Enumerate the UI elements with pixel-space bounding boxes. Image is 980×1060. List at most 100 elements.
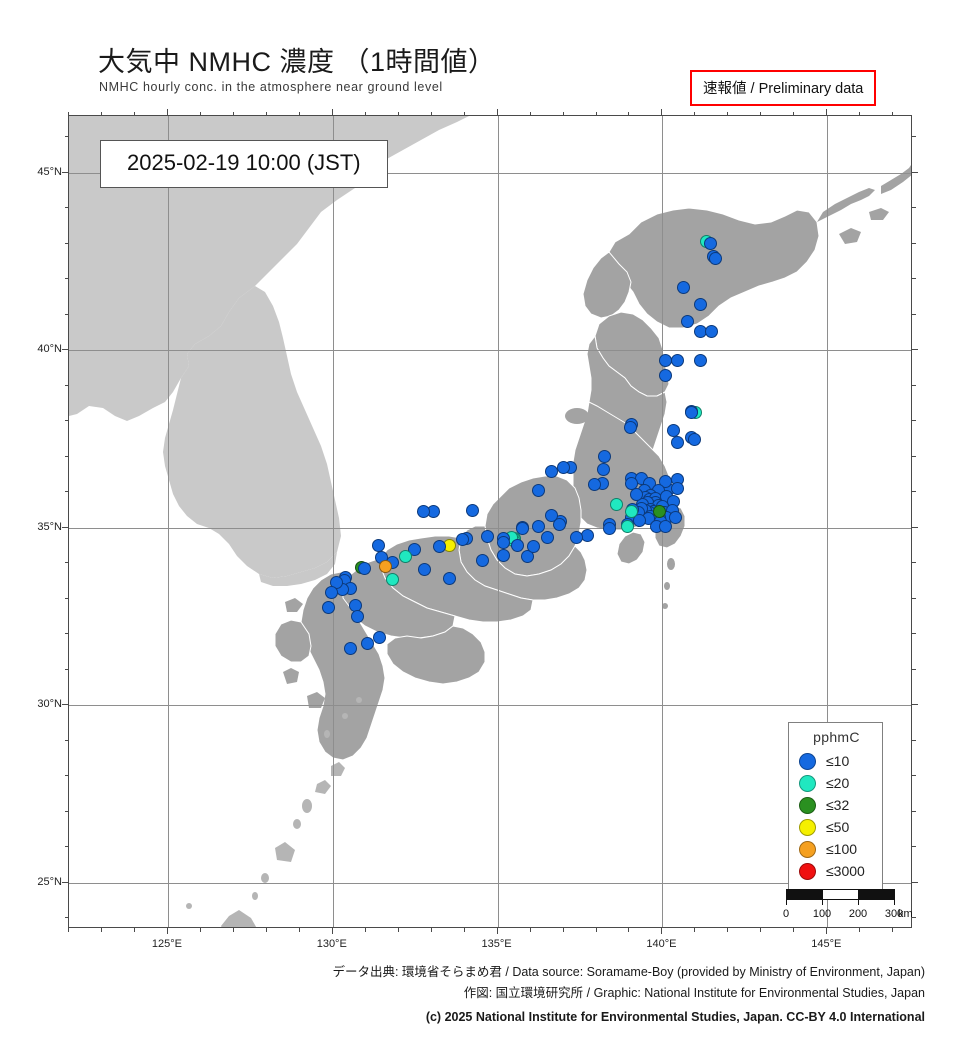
x-axis-label: 130°E [316, 938, 347, 950]
gridline-vertical [827, 116, 829, 927]
station-point[interactable] [515, 522, 529, 536]
y-tick-right [912, 633, 916, 635]
station-point[interactable] [540, 530, 554, 544]
station-point[interactable] [609, 498, 623, 512]
station-point[interactable] [532, 519, 546, 533]
station-point[interactable] [481, 530, 495, 544]
station-point[interactable] [709, 251, 723, 265]
station-point[interactable] [350, 610, 364, 624]
station-point[interactable] [497, 535, 511, 549]
station-point[interactable] [496, 548, 510, 562]
station-point[interactable] [344, 642, 358, 656]
station-point[interactable] [417, 562, 431, 576]
station-point[interactable] [659, 519, 673, 533]
station-point[interactable] [360, 636, 374, 650]
gridline-vertical [497, 116, 499, 927]
y-tick [64, 455, 68, 457]
scale-bar: 0 100 200 300 km [783, 889, 913, 922]
y-tick [64, 207, 68, 209]
y-tick [64, 242, 68, 244]
station-point[interactable] [476, 554, 490, 568]
y-tick [64, 597, 68, 599]
scale-label: 100 [812, 908, 832, 920]
station-point[interactable] [526, 539, 540, 553]
station-point[interactable] [372, 539, 386, 553]
station-point[interactable] [623, 421, 637, 435]
x-axis-label: 140°E [646, 938, 677, 950]
x-tick-top [496, 109, 498, 115]
station-point[interactable] [693, 297, 707, 311]
legend-item[interactable]: ≤50 [799, 816, 872, 838]
footer: データ出典: 環境省そらまめ君 / Data source: Soramame-… [0, 962, 925, 1028]
x-tick [661, 928, 663, 934]
legend-item[interactable]: ≤32 [799, 794, 872, 816]
map-plot-area[interactable] [68, 115, 912, 928]
station-point[interactable] [385, 572, 399, 586]
legend-color-swatch [799, 796, 816, 814]
x-tick-top [364, 111, 366, 115]
station-point[interactable] [357, 562, 371, 576]
station-point[interactable] [671, 436, 685, 450]
x-tick-top [859, 111, 861, 115]
y-tick [64, 810, 68, 812]
y-tick [62, 171, 68, 173]
station-point[interactable] [659, 353, 673, 367]
y-tick-right [912, 242, 916, 244]
station-point[interactable] [465, 503, 479, 517]
station-point[interactable] [433, 540, 447, 554]
x-tick-top [793, 111, 795, 115]
station-point[interactable] [557, 460, 571, 474]
legend-item[interactable]: ≤100 [799, 838, 872, 860]
station-point[interactable] [693, 354, 707, 368]
station-point[interactable] [544, 464, 558, 478]
station-point[interactable] [531, 483, 545, 497]
station-point[interactable] [703, 237, 717, 251]
station-point[interactable] [596, 462, 610, 476]
station-point[interactable] [625, 505, 639, 519]
x-tick-top [694, 111, 696, 115]
station-point[interactable] [680, 314, 694, 328]
x-tick [595, 928, 597, 932]
station-point[interactable] [671, 354, 685, 368]
station-point[interactable] [455, 533, 469, 547]
x-tick [68, 928, 69, 932]
station-point[interactable] [373, 630, 387, 644]
legend-item[interactable]: ≤10 [799, 750, 872, 772]
station-point[interactable] [671, 482, 685, 496]
x-tick [562, 928, 564, 932]
station-point[interactable] [684, 405, 698, 419]
station-point[interactable] [379, 559, 392, 573]
station-point[interactable] [321, 601, 335, 615]
station-point[interactable] [602, 522, 616, 536]
legend-item[interactable]: ≤20 [799, 772, 872, 794]
station-point[interactable] [688, 432, 702, 446]
x-tick [529, 928, 531, 932]
station-point[interactable] [416, 505, 430, 519]
x-tick [694, 928, 696, 932]
station-point[interactable] [705, 324, 719, 338]
station-point[interactable] [553, 517, 567, 531]
station-point[interactable] [621, 519, 635, 533]
station-point[interactable] [443, 572, 457, 586]
station-point[interactable] [677, 280, 691, 294]
legend-item[interactable]: ≤3000 [799, 860, 872, 882]
x-tick [199, 928, 201, 932]
x-tick [331, 928, 333, 934]
station-point[interactable] [669, 510, 683, 524]
y-tick [64, 136, 68, 138]
station-point[interactable] [569, 531, 583, 545]
station-point[interactable] [659, 368, 673, 382]
station-point[interactable] [324, 586, 338, 600]
station-point[interactable] [544, 508, 558, 522]
station-point[interactable] [510, 539, 524, 553]
station-point[interactable] [629, 487, 643, 501]
station-point[interactable] [399, 550, 413, 564]
scale-segment [859, 890, 894, 899]
x-tick-top [430, 111, 432, 115]
scale-tick-marks [786, 900, 895, 909]
x-tick-top [628, 111, 630, 115]
station-point[interactable] [652, 504, 666, 518]
legend-color-swatch [799, 862, 816, 880]
station-point[interactable] [588, 477, 602, 491]
